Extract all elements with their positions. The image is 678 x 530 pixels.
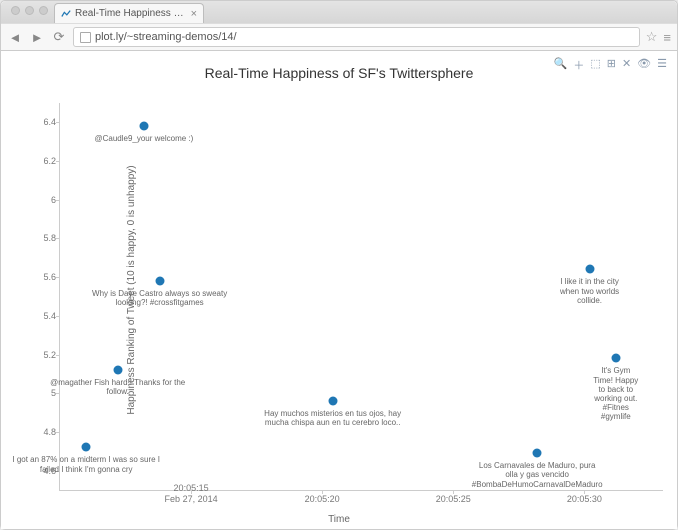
x-tick-mark	[191, 490, 192, 494]
plotly-tool-2-icon[interactable]: ⬚	[590, 57, 600, 73]
data-point-label: Hay muchos misterios en tus ojos, hay mu…	[258, 409, 408, 427]
browser-menu-icon[interactable]: ≡	[663, 30, 671, 45]
plotly-tool-0-icon[interactable]: 🔍	[554, 57, 568, 73]
minimize-window-icon[interactable]	[25, 6, 34, 15]
plotly-tool-5-icon[interactable]: 👁	[637, 57, 651, 73]
y-tick-label: 4.8	[28, 427, 56, 437]
plot-area[interactable]: 4.64.855.25.45.65.866.26.420:05:15Feb 27…	[59, 103, 663, 491]
y-tick-mark	[56, 277, 60, 278]
plotly-tool-6-icon[interactable]: ☰	[657, 57, 667, 73]
y-tick-mark	[56, 432, 60, 433]
back-button[interactable]: ◄	[7, 29, 23, 45]
tab-favicon-icon	[61, 9, 71, 19]
y-tick-label: 6.2	[28, 156, 56, 166]
data-point-label: I got an 87% on a midterm I was so sure …	[11, 455, 161, 473]
plotly-tool-4-icon[interactable]: ✕	[622, 57, 631, 73]
data-point-label: Los Carnavales de Maduro, pura olla y ga…	[472, 461, 603, 489]
y-tick-mark	[56, 355, 60, 356]
x-axis-label: Time	[328, 514, 350, 525]
url-input[interactable]: plot.ly/~streaming-demos/14/	[73, 27, 640, 47]
browser-tab[interactable]: Real-Time Happiness of SF ×	[54, 3, 204, 23]
tab-close-icon[interactable]: ×	[191, 8, 197, 20]
x-tick-label: 20:05:20	[305, 494, 340, 504]
plotly-tool-1-icon[interactable]: ＋	[573, 57, 584, 73]
data-point[interactable]	[113, 366, 122, 375]
data-point[interactable]	[82, 443, 91, 452]
x-tick-label: 20:05:30	[567, 494, 602, 504]
data-point[interactable]	[585, 265, 594, 274]
plotly-toolbar: 🔍 ＋ ⬚ ⊞ ✕ 👁 ☰	[554, 57, 667, 73]
data-point-label: I like it in the city when two worlds co…	[553, 277, 626, 305]
close-window-icon[interactable]	[11, 6, 20, 15]
data-point-label: It's Gym Time! Happy to back to working …	[592, 366, 639, 421]
browser-window: Real-Time Happiness of SF × ◄ ► ⟳ plot.l…	[0, 0, 678, 530]
data-point[interactable]	[328, 396, 337, 405]
y-tick-mark	[56, 316, 60, 317]
x-tick-mark	[322, 490, 323, 494]
y-tick-label: 5.6	[28, 272, 56, 282]
page-icon	[80, 32, 91, 43]
y-tick-label: 6.4	[28, 117, 56, 127]
x-tick-mark	[453, 490, 454, 494]
y-tick-label: 5.8	[28, 233, 56, 243]
data-point[interactable]	[139, 122, 148, 131]
url-text: plot.ly/~streaming-demos/14/	[95, 31, 237, 43]
data-point[interactable]	[611, 354, 620, 363]
forward-button[interactable]: ►	[29, 29, 45, 45]
reload-button[interactable]: ⟳	[51, 29, 67, 45]
data-point[interactable]	[533, 449, 542, 458]
x-tick-label: 20:05:25	[436, 494, 471, 504]
data-point-label: @magather Fish hard!! Thanks for the fol…	[43, 378, 193, 396]
window-controls[interactable]	[7, 1, 54, 15]
maximize-window-icon[interactable]	[39, 6, 48, 15]
y-tick-mark	[56, 238, 60, 239]
data-point-label: @Caudle9_your welcome :)	[94, 134, 193, 143]
data-point-label: Why is Dave Castro always so sweaty look…	[85, 289, 235, 307]
plotly-tool-3-icon[interactable]: ⊞	[607, 57, 616, 73]
y-tick-mark	[56, 122, 60, 123]
y-tick-label: 5.2	[28, 350, 56, 360]
y-tick-mark	[56, 161, 60, 162]
tab-title: Real-Time Happiness of SF	[75, 8, 187, 19]
data-point[interactable]	[155, 277, 164, 286]
address-bar: ◄ ► ⟳ plot.ly/~streaming-demos/14/ ☆ ≡	[1, 23, 677, 51]
page-content: 🔍＋⬚⊞✕👁☰ Real-Time Happiness of SF's Twit…	[1, 51, 677, 529]
y-tick-label: 5.4	[28, 311, 56, 321]
tab-bar: Real-Time Happiness of SF ×	[1, 1, 677, 23]
x-tick-mark	[584, 490, 585, 494]
y-tick-label: 6	[28, 195, 56, 205]
bookmark-icon[interactable]: ☆	[646, 29, 658, 45]
y-tick-mark	[56, 200, 60, 201]
